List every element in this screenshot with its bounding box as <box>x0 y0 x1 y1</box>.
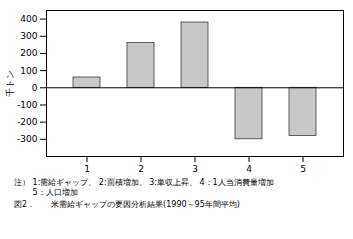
svg-text:200: 200 <box>20 48 37 58</box>
svg-text:-100: -100 <box>17 100 38 110</box>
svg-text:4: 4 <box>246 164 252 174</box>
svg-text:5: 5 <box>300 164 306 174</box>
svg-text:1: 1 <box>84 164 90 174</box>
svg-text:0: 0 <box>32 83 38 93</box>
svg-text:300: 300 <box>20 31 37 41</box>
svg-text:100: 100 <box>20 65 37 75</box>
svg-text:千トン: 千トン <box>5 70 15 97</box>
svg-text:-200: -200 <box>17 117 38 127</box>
svg-text:-300: -300 <box>17 134 38 144</box>
html-text:5：人口増加: 5：人口増加 <box>14 188 78 197</box>
svg-text:2: 2 <box>138 164 144 174</box>
svg-text:3: 3 <box>192 164 198 174</box>
html-text:注） 1:需給ギャップ、 2:面積増加、 3:単収上昇、 4: 注） 1:需給ギャップ、 2:面積増加、 3:単収上昇、 4：1人当消費量増加 <box>14 178 274 187</box>
html-text:図2． 米需給ギャップの要因分析結果(1990～95年間平均: 図2． 米需給ギャップの要因分析結果(1990～95年間平均) <box>14 200 240 209</box>
svg-text:400: 400 <box>20 14 37 24</box>
